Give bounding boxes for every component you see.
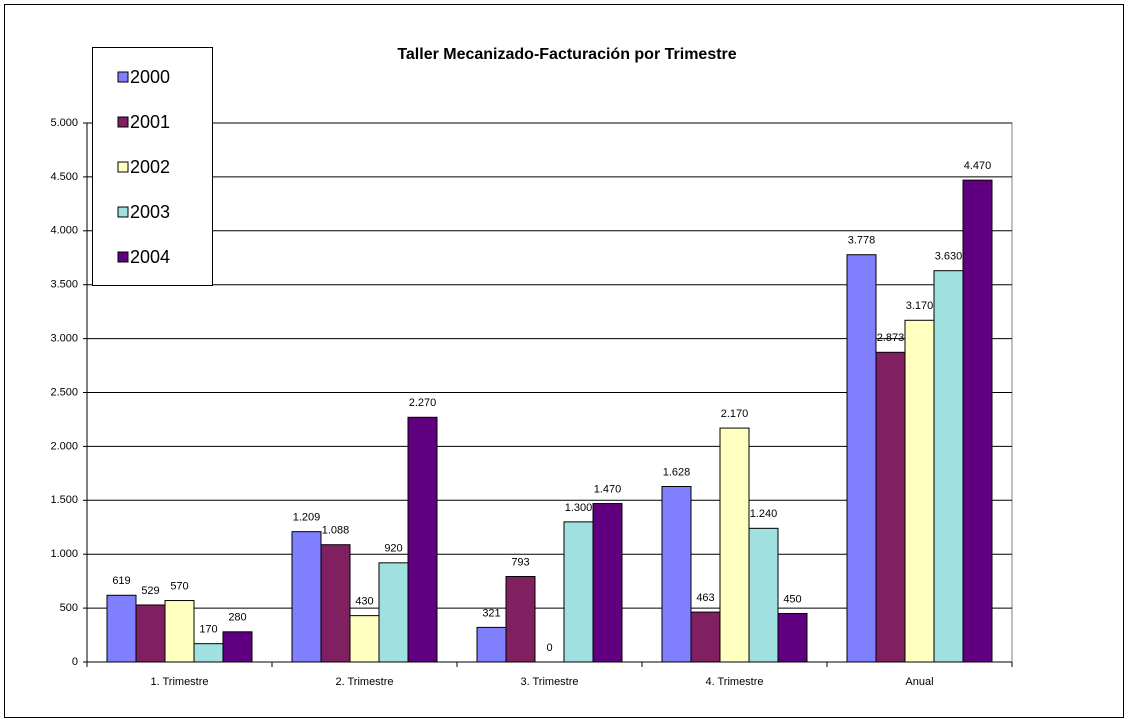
x-tick-label: 2. Trimestre [335,676,393,688]
bar [349,615,380,663]
bar [719,427,750,663]
value-label: 529 [141,585,159,597]
legend-swatch [117,161,129,173]
legend-box [92,47,213,286]
bar [592,503,623,663]
legend-label: 2002 [130,157,170,177]
bar [291,531,322,663]
y-tick-label: 1.000 [50,548,78,560]
value-label: 1.628 [663,466,691,478]
x-tick-label: Anual [905,676,933,688]
value-label: 3.170 [906,300,934,312]
value-label: 170 [199,624,217,636]
value-label: 570 [170,580,188,592]
y-tick-label: 2.500 [50,386,78,398]
value-label: 1.470 [594,483,622,495]
value-label: 2.170 [721,408,749,420]
legend-swatch [117,116,129,128]
bar [690,611,721,663]
legend-label: 2003 [130,202,170,222]
bar [875,351,906,663]
bar [320,544,351,663]
bar [904,319,935,663]
y-tick-label: 4.000 [50,225,78,237]
x-tick-label: 4. Trimestre [705,676,763,688]
value-label: 1.209 [293,512,321,524]
bar [962,179,993,663]
bar [407,416,438,663]
y-tick-label: 1.500 [50,494,78,506]
bar [933,270,964,663]
value-label: 3.630 [935,251,963,263]
value-label: 619 [112,575,130,587]
bar [846,254,877,663]
bar [476,626,507,663]
value-label: 1.088 [322,525,350,537]
bar [222,631,253,663]
x-tick-label: 1. Trimestre [150,676,208,688]
bar [777,612,808,663]
bar [661,486,692,663]
bar [193,643,224,663]
legend-label: 2004 [130,247,170,267]
value-label: 2.873 [877,332,905,344]
value-label: 430 [355,596,373,608]
x-tick-label: 3. Trimestre [520,676,578,688]
y-tick-label: 4.500 [50,171,78,183]
bar [106,594,137,663]
y-tick-label: 0 [72,656,78,668]
value-label: 1.240 [750,508,778,520]
value-label: 4.470 [964,160,992,172]
y-tick-label: 500 [60,602,78,614]
bar [563,521,594,663]
value-label: 450 [783,593,801,605]
y-tick-label: 3.000 [50,333,78,345]
legend-swatch [117,251,129,263]
bar [164,600,195,663]
bar [135,604,166,663]
y-tick-label: 5.000 [50,117,78,129]
chart-title: Taller Mecanizado-Facturación por Trimes… [397,46,736,63]
value-label: 0 [546,642,552,654]
value-label: 2.270 [409,397,437,409]
bar [505,576,536,663]
value-label: 920 [384,543,402,555]
legend-swatch [117,71,129,83]
value-label: 280 [228,612,246,624]
legend-label: 2001 [130,112,170,132]
value-label: 793 [511,556,529,568]
legend-label: 2000 [130,67,170,87]
value-label: 463 [696,592,714,604]
y-tick-label: 3.500 [50,279,78,291]
legend-swatch [117,206,129,218]
bar [748,527,779,663]
bar [378,562,409,663]
y-tick-label: 2.000 [50,440,78,452]
value-label: 321 [482,607,500,619]
value-label: 1.300 [565,502,593,514]
value-label: 3.778 [848,235,876,247]
